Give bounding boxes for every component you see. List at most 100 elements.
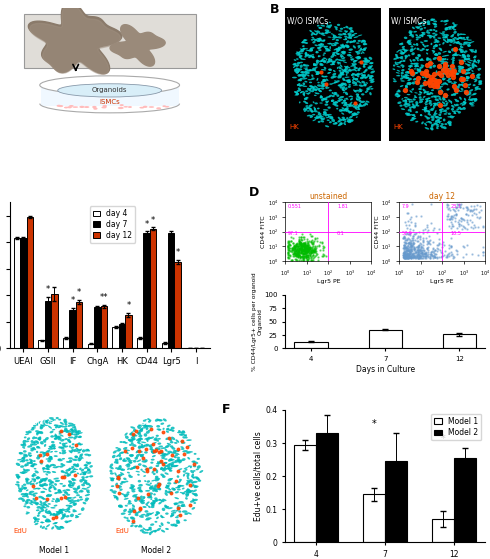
Ellipse shape (427, 23, 430, 25)
Ellipse shape (134, 525, 138, 527)
Ellipse shape (120, 489, 122, 491)
Ellipse shape (442, 36, 444, 39)
Ellipse shape (194, 453, 196, 455)
Point (318, 238, 326, 247)
Ellipse shape (453, 29, 456, 30)
Ellipse shape (87, 491, 90, 494)
Point (408, 253, 416, 262)
Point (304, 244, 312, 253)
Point (430, 248, 438, 257)
Point (426, 240, 434, 249)
Ellipse shape (429, 110, 434, 111)
Ellipse shape (175, 509, 179, 511)
Ellipse shape (111, 490, 117, 493)
Ellipse shape (350, 34, 354, 37)
Ellipse shape (44, 484, 48, 486)
Bar (112, 327, 119, 348)
Ellipse shape (143, 425, 148, 428)
Ellipse shape (82, 473, 86, 475)
Ellipse shape (425, 103, 428, 106)
Ellipse shape (50, 448, 54, 449)
Ellipse shape (348, 110, 350, 112)
Point (406, 245, 414, 254)
Point (443, 200, 451, 209)
Ellipse shape (452, 34, 454, 36)
Ellipse shape (138, 463, 142, 466)
Ellipse shape (116, 496, 119, 499)
Point (289, 238, 297, 247)
Ellipse shape (52, 513, 56, 515)
Ellipse shape (49, 513, 52, 516)
Point (405, 254, 413, 263)
Point (404, 239, 412, 248)
Ellipse shape (87, 449, 90, 452)
Ellipse shape (21, 498, 25, 501)
Ellipse shape (309, 86, 313, 87)
Point (293, 246, 300, 255)
Point (303, 254, 311, 263)
Point (294, 236, 302, 245)
Ellipse shape (345, 102, 347, 104)
Point (401, 218, 409, 227)
Point (310, 236, 318, 245)
Ellipse shape (303, 86, 307, 87)
Ellipse shape (399, 43, 403, 45)
Ellipse shape (345, 66, 348, 69)
Ellipse shape (342, 102, 343, 104)
Ellipse shape (345, 44, 348, 48)
Ellipse shape (473, 61, 475, 63)
Ellipse shape (167, 467, 172, 470)
Ellipse shape (131, 487, 134, 489)
Ellipse shape (82, 479, 88, 482)
Point (447, 250, 455, 259)
Ellipse shape (66, 505, 71, 506)
Point (424, 243, 432, 252)
Ellipse shape (40, 424, 45, 427)
Point (411, 235, 419, 244)
Ellipse shape (75, 435, 79, 438)
Ellipse shape (326, 32, 331, 34)
Ellipse shape (317, 84, 322, 87)
Ellipse shape (477, 74, 481, 75)
Point (300, 233, 308, 241)
Ellipse shape (178, 510, 181, 513)
Point (453, 224, 461, 233)
Ellipse shape (78, 436, 82, 438)
Ellipse shape (123, 495, 126, 498)
Point (319, 250, 327, 259)
Ellipse shape (26, 511, 30, 513)
Ellipse shape (358, 97, 361, 100)
Ellipse shape (135, 514, 139, 517)
Ellipse shape (53, 448, 56, 449)
Ellipse shape (109, 470, 112, 473)
Ellipse shape (31, 501, 36, 504)
Ellipse shape (23, 455, 28, 457)
Point (316, 245, 323, 254)
Ellipse shape (361, 93, 365, 96)
Ellipse shape (344, 36, 347, 37)
Ellipse shape (460, 102, 464, 105)
Ellipse shape (474, 98, 477, 102)
Point (301, 241, 309, 250)
Point (403, 235, 411, 244)
Ellipse shape (49, 494, 52, 496)
Point (404, 245, 412, 254)
Ellipse shape (413, 31, 417, 32)
Ellipse shape (79, 479, 83, 482)
Ellipse shape (148, 495, 152, 498)
Point (458, 224, 466, 233)
Ellipse shape (409, 30, 413, 32)
Ellipse shape (184, 434, 187, 437)
Ellipse shape (160, 515, 163, 518)
Ellipse shape (68, 424, 72, 427)
Point (291, 245, 299, 254)
Ellipse shape (341, 110, 345, 111)
Ellipse shape (427, 97, 431, 99)
Ellipse shape (396, 66, 401, 68)
Ellipse shape (314, 110, 318, 112)
Point (404, 251, 412, 260)
Ellipse shape (336, 48, 341, 51)
Point (404, 253, 412, 262)
Ellipse shape (443, 78, 446, 80)
Ellipse shape (46, 466, 50, 468)
